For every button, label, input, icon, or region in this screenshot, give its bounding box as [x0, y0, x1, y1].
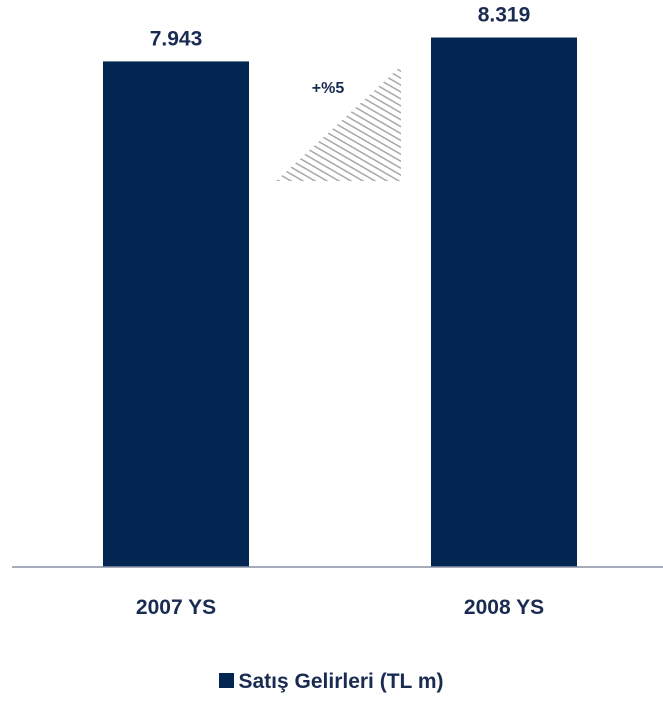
bar-2008-ys	[431, 37, 577, 567]
growth-arrow-wedge	[276, 66, 401, 181]
legend-label: Satış Gelirleri (TL m)	[238, 670, 444, 693]
growth-annotation: +%5	[312, 80, 345, 97]
bar-2007-ys	[103, 61, 249, 568]
legend: Satış Gelirleri (TL m)	[0, 670, 663, 694]
data-label: 8.319	[478, 3, 531, 26]
category-label: 2007 YS	[136, 596, 216, 619]
legend-swatch	[219, 673, 235, 688]
data-label: 7.943	[150, 27, 203, 50]
category-label: 2008 YS	[464, 596, 544, 619]
